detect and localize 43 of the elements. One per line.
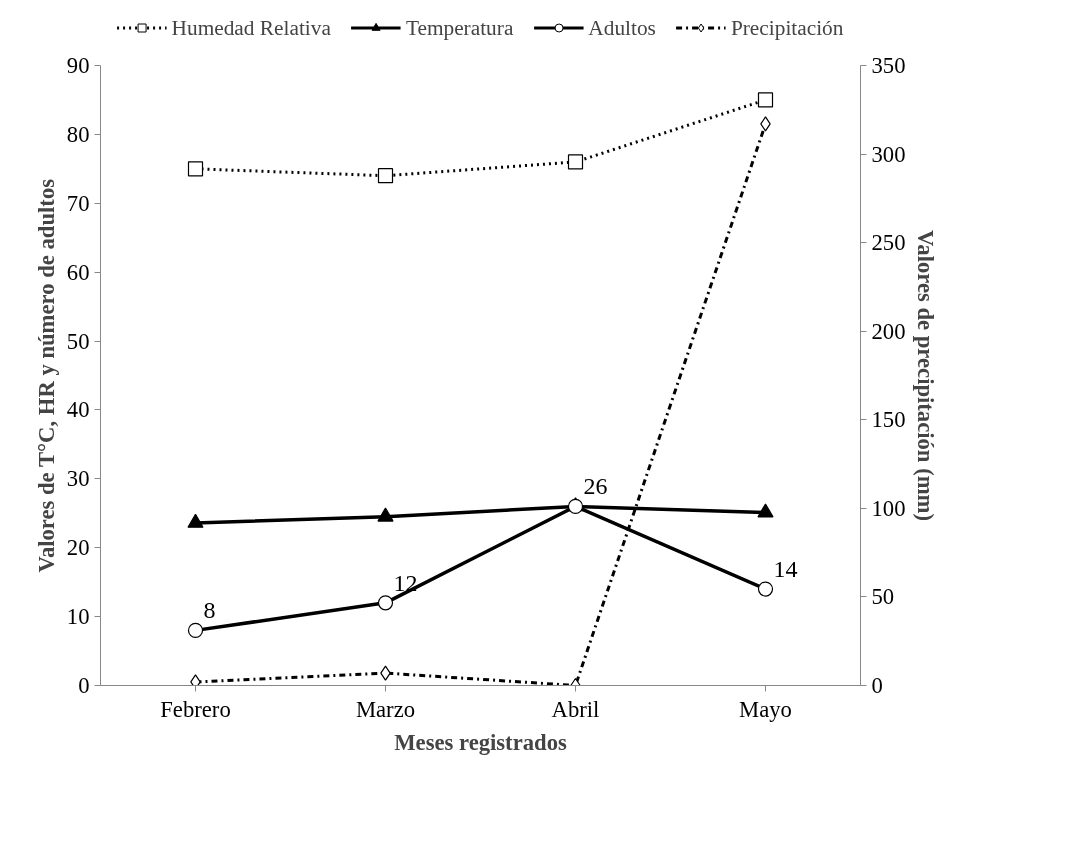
legend-label: Adultos	[588, 15, 656, 40]
y2-tick-label: 150	[871, 407, 906, 433]
y-tick-label: 10	[66, 604, 90, 630]
point	[757, 503, 774, 518]
point	[190, 674, 201, 686]
y2-tick-label: 0	[871, 673, 883, 698]
legend-label: Temperatura	[405, 15, 514, 40]
legend-label: Humedad Relativa	[171, 15, 331, 40]
data-label: 14	[773, 556, 798, 583]
y-tick-label: 50	[66, 328, 90, 354]
y-tick-label: 90	[66, 53, 90, 78]
y-tick-label: 30	[66, 466, 90, 492]
y-axis-title: Valores de T°C, HR y número de adultos	[33, 178, 59, 573]
point	[377, 595, 394, 611]
x-tick-label: Abril	[551, 696, 600, 722]
y2-tick-label: 350	[871, 53, 906, 78]
y2-tick-label: 50	[871, 584, 895, 610]
data-label: 8	[203, 597, 216, 624]
y-tick-label: 0	[78, 673, 90, 698]
point	[377, 507, 394, 522]
x-tick-label: Febrero	[160, 696, 231, 722]
point	[377, 168, 394, 184]
x-tick-label: Marzo	[355, 696, 416, 722]
point	[567, 154, 584, 170]
point	[187, 622, 204, 638]
y-tick-label: 80	[66, 121, 90, 147]
y2-tick-label: 100	[871, 495, 906, 521]
y-tick-label: 70	[66, 190, 90, 216]
point	[187, 513, 204, 528]
legend-label: Precipitación	[730, 15, 844, 40]
y-tick-label: 20	[66, 535, 90, 561]
y-tick-label: 60	[66, 259, 90, 285]
y-tick-label: 40	[66, 397, 90, 423]
point	[187, 161, 204, 177]
y2-tick-label: 200	[871, 318, 906, 344]
x-axis-title: Meses registrados	[394, 729, 567, 755]
data-label: 26	[583, 473, 608, 500]
point	[757, 92, 774, 108]
y2-axis-title: Valores de precipitación (mm)	[913, 230, 939, 521]
x-tick-label: Mayo	[739, 696, 792, 722]
y2-tick-label: 300	[871, 141, 906, 167]
point	[757, 581, 774, 597]
y2-tick-label: 250	[871, 230, 906, 256]
